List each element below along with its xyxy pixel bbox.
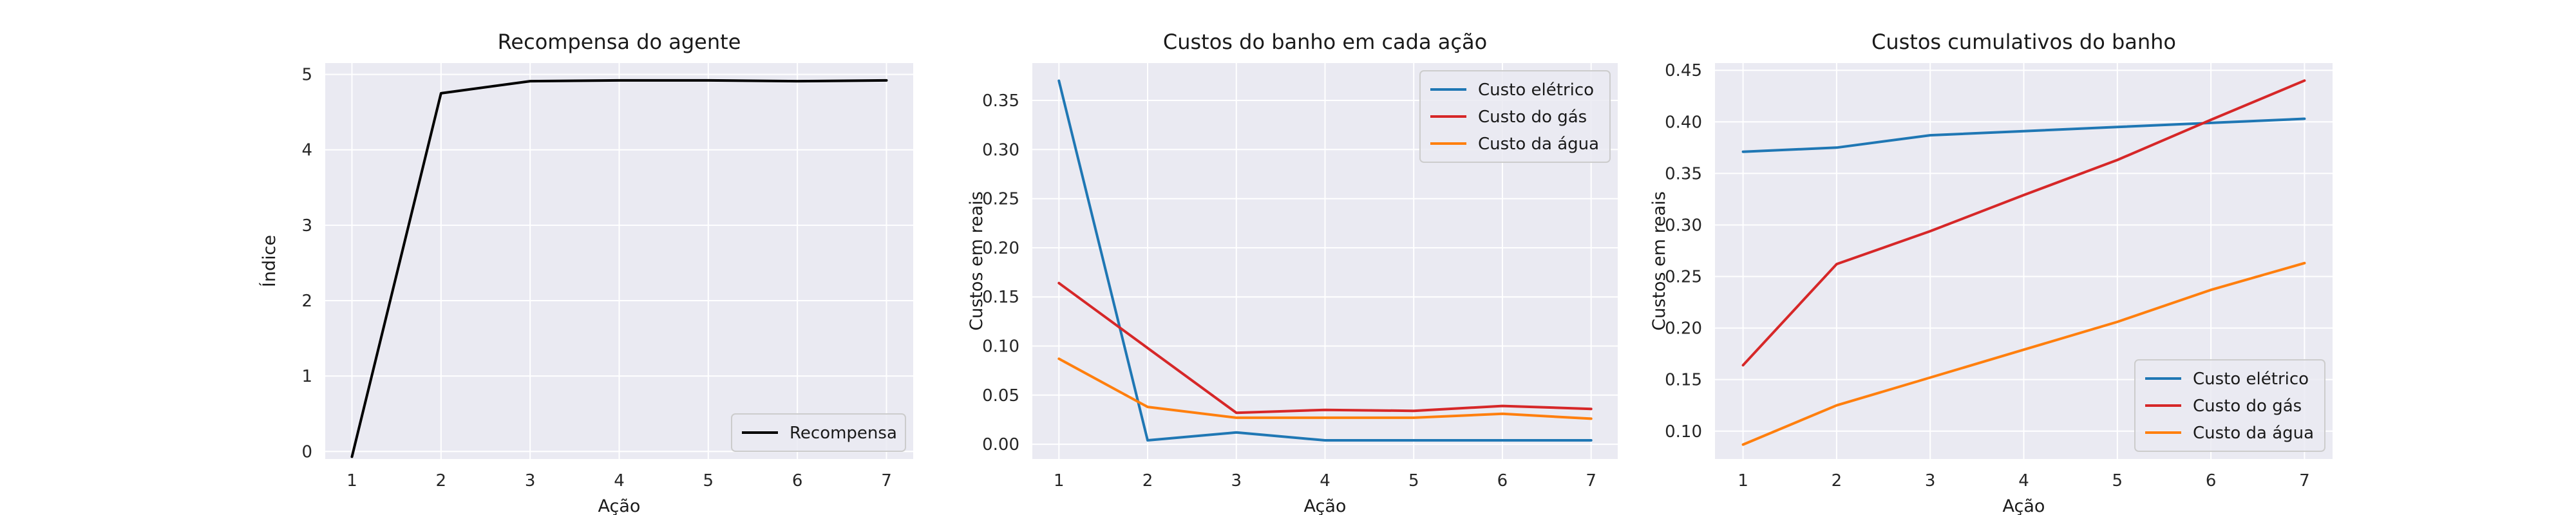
legend-label: Custo do gás bbox=[1478, 108, 1587, 127]
y-tick-label: 0.45 bbox=[1665, 61, 1702, 80]
y-tick-label: 0.35 bbox=[982, 91, 1019, 111]
y-tick-label: 0.20 bbox=[1665, 319, 1702, 339]
y-tick-label: 0.40 bbox=[1665, 113, 1702, 132]
y-tick-label: 0.10 bbox=[982, 337, 1019, 357]
x-tick-label: 2 bbox=[1142, 471, 1153, 491]
series-line bbox=[350, 79, 888, 458]
legend-label: Custo da água bbox=[1478, 135, 1599, 154]
series-line bbox=[1741, 261, 2306, 446]
x-axis-label: Ação bbox=[1304, 496, 1347, 515]
x-tick-label: 1 bbox=[1054, 471, 1065, 491]
legend-label: Custo elétrico bbox=[2193, 370, 2309, 389]
y-tick-label: 0 bbox=[301, 442, 312, 462]
x-tick-label: 5 bbox=[703, 471, 714, 491]
legend: Custo elétrico Custo do gás Custo da água bbox=[1419, 70, 1611, 163]
y-tick-label: 0.25 bbox=[982, 190, 1019, 209]
y-tick-label: 0.10 bbox=[1665, 422, 1702, 442]
x-axis-label: Ação bbox=[2003, 496, 2045, 515]
y-tick-label: 0.25 bbox=[1665, 268, 1702, 287]
series-line bbox=[1057, 79, 1593, 442]
x-tick-label: 3 bbox=[525, 471, 536, 491]
legend-box bbox=[731, 413, 906, 452]
y-tick-label: 0.30 bbox=[982, 140, 1019, 160]
y-tick-label: 0.20 bbox=[982, 239, 1019, 258]
y-tick-label: 5 bbox=[301, 66, 312, 85]
y-tick-label: 1 bbox=[301, 367, 312, 386]
legend: Recompensa bbox=[731, 413, 906, 452]
y-tick-label: 2 bbox=[301, 292, 312, 311]
chart-title: Recompensa do agente bbox=[498, 30, 741, 54]
y-tick-label: 3 bbox=[301, 216, 312, 236]
chart-3: 1 2 3 4 5 6 7 0.10 0.15 0.20 0.25 0.30 0.35 0.40 0.45 C… bbox=[1649, 30, 2333, 515]
x-tick-label: 4 bbox=[1320, 471, 1331, 491]
y-tick-label: 0.35 bbox=[1665, 164, 1702, 183]
legend: Custo elétrico Custo do gás Custo da água bbox=[2134, 359, 2325, 452]
x-tick-label: 7 bbox=[881, 471, 892, 491]
chart-title: Custos do banho em cada ação bbox=[1163, 30, 1487, 54]
chart-title: Custos cumulativos do banho bbox=[1871, 30, 2176, 54]
legend-label: Custo da água bbox=[2193, 424, 2314, 443]
y-tick-label: 0.30 bbox=[1665, 216, 1702, 235]
series-line bbox=[1741, 117, 2306, 153]
x-tick-label: 3 bbox=[1925, 471, 1936, 491]
x-tick-label: 3 bbox=[1231, 471, 1242, 491]
legend-label: Recompensa bbox=[790, 424, 897, 443]
series-line bbox=[1057, 281, 1593, 415]
x-axis-label: Ação bbox=[598, 496, 641, 515]
x-tick-label: 7 bbox=[1586, 471, 1596, 491]
y-tick-label: 0.00 bbox=[982, 435, 1019, 454]
legend-label: Custo elétrico bbox=[1478, 80, 1594, 100]
x-tick-label: 4 bbox=[2018, 471, 2029, 491]
x-tick-label: 5 bbox=[2112, 471, 2123, 491]
x-tick-label: 7 bbox=[2299, 471, 2310, 491]
series-line bbox=[1057, 357, 1593, 420]
y-tick-label: 4 bbox=[301, 141, 312, 160]
series-line bbox=[1741, 79, 2306, 367]
chart-2: 1 2 3 4 5 6 7 0.00 0.05 0.10 0.15 0.20 0.25 0.30 0.35 C… bbox=[967, 30, 1618, 515]
x-tick-label: 6 bbox=[2206, 471, 2217, 491]
x-tick-label: 6 bbox=[1497, 471, 1508, 491]
chart-1: 1 2 3 4 5 6 7 0 1 2 3 4 5 Recompensa do agente Ação Índ… bbox=[259, 30, 913, 515]
y-axis-label: Custos em reais bbox=[1649, 191, 1669, 331]
x-tick-label: 1 bbox=[1738, 471, 1748, 491]
y-tick-label: 0.05 bbox=[982, 386, 1019, 406]
x-tick-label: 1 bbox=[346, 471, 357, 491]
x-tick-label: 2 bbox=[436, 471, 447, 491]
x-tick-label: 2 bbox=[1832, 471, 1842, 491]
legend-box bbox=[1419, 70, 1611, 163]
x-tick-label: 6 bbox=[792, 471, 803, 491]
y-tick-label: 0.15 bbox=[982, 288, 1019, 307]
y-axis-label: Índice bbox=[259, 235, 279, 287]
x-tick-label: 4 bbox=[614, 471, 625, 491]
y-axis-label: Custos em reais bbox=[967, 191, 987, 331]
legend-box bbox=[2134, 359, 2325, 452]
legend-label: Custo do gás bbox=[2193, 397, 2302, 416]
y-tick-label: 0.15 bbox=[1665, 371, 1702, 390]
x-tick-label: 5 bbox=[1408, 471, 1419, 491]
